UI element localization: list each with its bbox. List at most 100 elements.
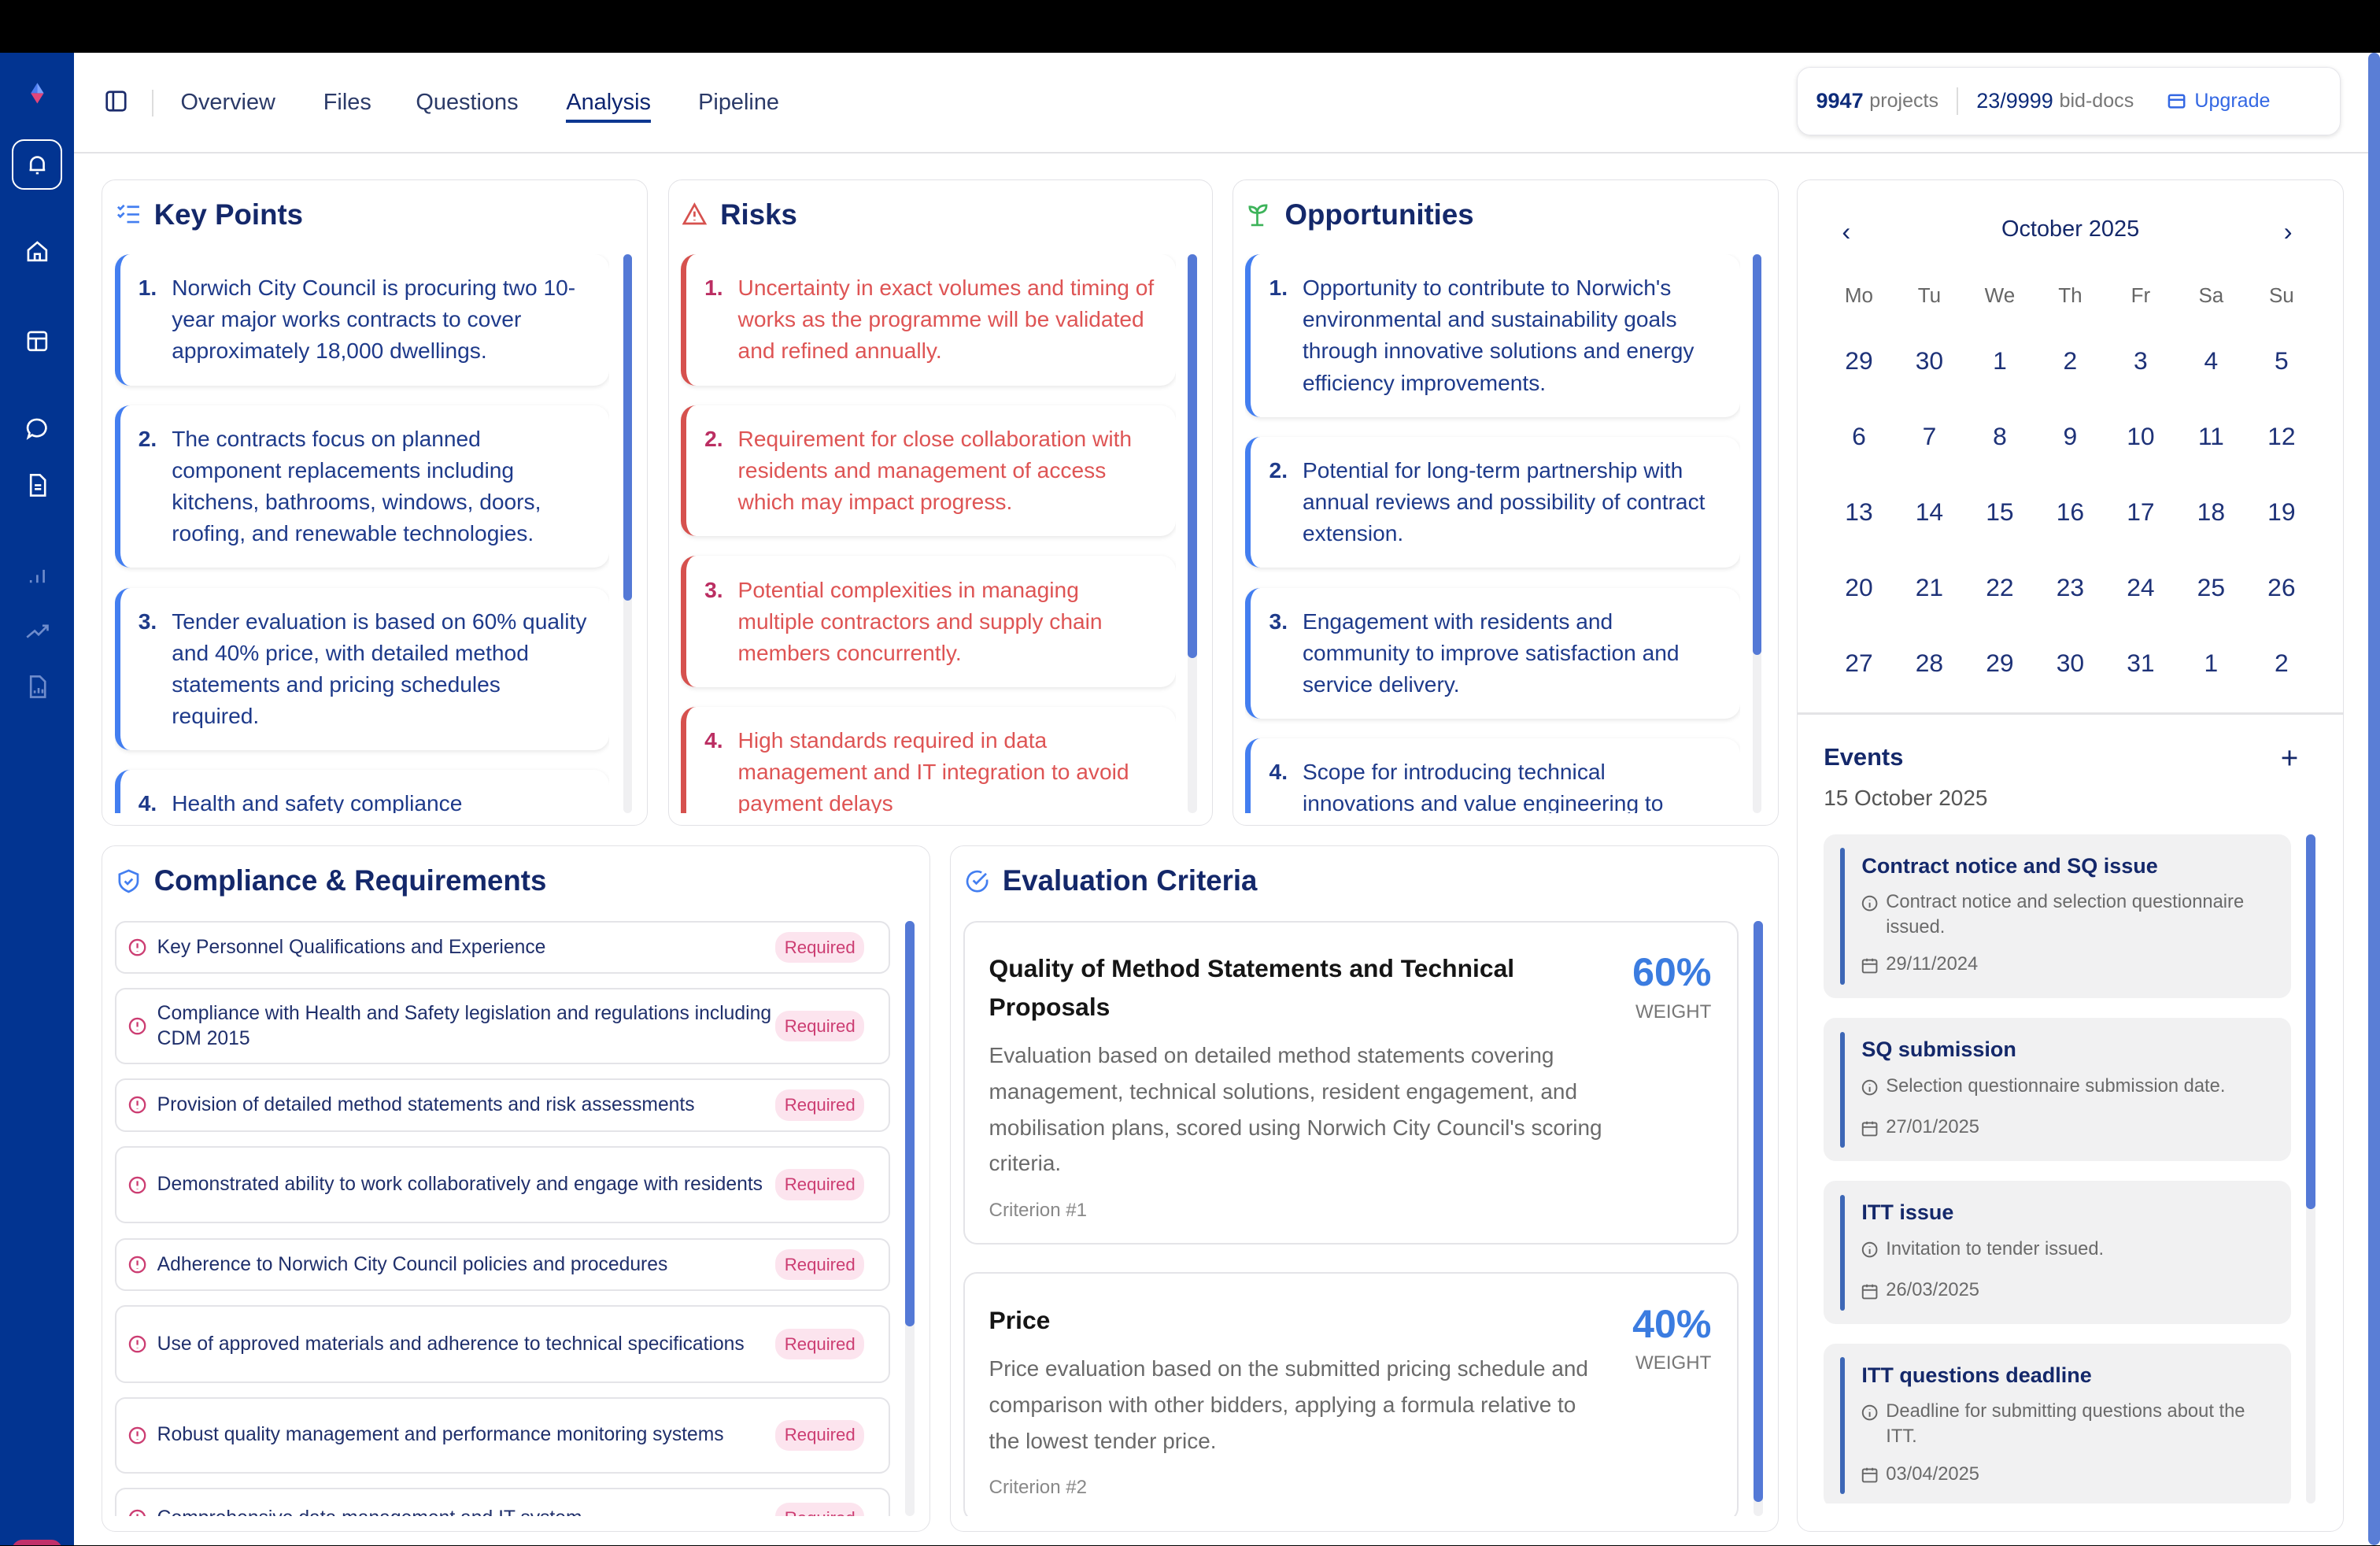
scroll-thumb[interactable]	[1754, 920, 1764, 1503]
calendar-day[interactable]: 23	[2056, 573, 2085, 602]
calendar-day[interactable]: 16	[2056, 497, 2085, 527]
risks-list[interactable]: 1. Uncertainty in exact volumes and timin…	[680, 254, 1176, 813]
tab-overview[interactable]: Overview	[180, 89, 275, 115]
calendar-day[interactable]: 29	[1845, 346, 1873, 375]
requirements-list[interactable]: Key Personnel Qualifications and Experie…	[114, 920, 891, 1516]
required-badge: Required	[775, 1328, 865, 1360]
calendar-day[interactable]: 10	[2127, 422, 2155, 451]
calendar-day[interactable]: 28	[1915, 649, 1944, 678]
calendar-day[interactable]: 13	[1845, 497, 1873, 527]
add-event-button[interactable]: +	[2280, 742, 2299, 776]
requirement-item: Compliance with Health and Safety legisl…	[114, 988, 891, 1064]
item-number: 2.	[1269, 457, 1288, 483]
calendar-day[interactable]: 18	[2197, 497, 2226, 527]
user-avatar[interactable]: O	[12, 1539, 63, 1546]
scroll-thumb[interactable]	[1188, 254, 1197, 659]
sidebar-toggle-icon[interactable]	[105, 90, 128, 119]
calendar-card: ‹ October 2025 › Mo Tu We Th Fr Sa Su 29 30 1 2 3 4 5…	[1797, 179, 2344, 1532]
compliance-scrollbar[interactable]	[905, 920, 915, 1516]
next-month-icon[interactable]: ›	[2283, 216, 2293, 246]
requirement-text: Use of approved materials and adherence …	[157, 1333, 745, 1355]
tab-files[interactable]: Files	[323, 89, 371, 115]
tab-pipeline[interactable]: Pipeline	[698, 89, 779, 115]
scroll-thumb[interactable]	[905, 920, 915, 1326]
stats-divider	[1957, 87, 1959, 115]
opportunity-item: 2. Potential for long-term partnership wi…	[1245, 436, 1740, 568]
info-icon	[1861, 1237, 1878, 1267]
weekday-label: We	[1984, 283, 2016, 307]
calendar-day[interactable]: 4	[2204, 346, 2219, 375]
calendar-day[interactable]: 29	[1986, 649, 2014, 678]
calendar-day[interactable]: 7	[1922, 422, 1937, 451]
sprout-icon	[1248, 204, 1268, 227]
calendar-day[interactable]: 1	[2204, 649, 2219, 678]
evaluation-scrollbar[interactable]	[1754, 920, 1764, 1516]
criteria-list[interactable]: Quality of Method Statements and Technic…	[963, 920, 1739, 1516]
layout-icon[interactable]	[18, 322, 56, 360]
opportunities-list[interactable]: 1. Opportunity to contribute to Norwich's…	[1245, 254, 1740, 813]
page-scrollbar[interactable]	[2367, 53, 2380, 1546]
logo-icon[interactable]	[18, 74, 56, 112]
event-item[interactable]: Contract notice and SQ issue Contract not…	[1824, 834, 2292, 999]
criterion-title: Price	[989, 1305, 1051, 1334]
calendar-day[interactable]: 24	[2127, 573, 2155, 602]
tab-questions[interactable]: Questions	[416, 89, 519, 115]
calendar-day[interactable]: 5	[2275, 346, 2289, 375]
alert-icon	[128, 1509, 146, 1516]
calendar-day[interactable]: 27	[1845, 649, 1873, 678]
calendar-day[interactable]: 30	[2056, 649, 2085, 678]
document-icon[interactable]	[18, 466, 56, 504]
item-text: Potential complexities in managing multi…	[737, 577, 1103, 665]
report-icon[interactable]	[18, 668, 56, 706]
criterion-description: Evaluation based on detailed method stat…	[989, 1043, 1602, 1176]
tab-analysis[interactable]: Analysis	[566, 89, 651, 124]
risks-scrollbar[interactable]	[1188, 254, 1197, 813]
key-points-list[interactable]: 1. Norwich City Council is procuring two …	[114, 254, 610, 813]
compliance-title: Compliance & Requirements	[153, 864, 547, 897]
home-icon[interactable]	[18, 232, 56, 270]
header: Overview Files Questions Analysis Pipeli…	[74, 53, 2368, 153]
upgrade-button[interactable]: Upgrade	[2168, 90, 2271, 113]
calendar-day[interactable]: 9	[2063, 422, 2078, 451]
calendar-day[interactable]: 30	[1915, 346, 1944, 375]
item-number: 2.	[138, 426, 157, 451]
calendar-day[interactable]: 22	[1986, 573, 2014, 602]
calendar-day[interactable]: 26	[2267, 573, 2296, 602]
bell-icon[interactable]	[12, 139, 63, 190]
calendar-day[interactable]: 20	[1845, 573, 1873, 602]
scroll-thumb[interactable]	[1752, 254, 1762, 656]
opportunities-scrollbar[interactable]	[1752, 254, 1762, 813]
item-number: 3.	[704, 577, 723, 602]
prev-month-icon[interactable]: ‹	[1842, 216, 1851, 246]
calendar-day[interactable]: 17	[2127, 497, 2155, 527]
calendar-day[interactable]: 2	[2063, 346, 2078, 375]
item-number: 1.	[1269, 276, 1288, 301]
bar-chart-icon[interactable]	[18, 556, 56, 594]
item-number: 3.	[1269, 608, 1288, 634]
events-list[interactable]: Contract notice and SQ issue Contract not…	[1824, 834, 2292, 1504]
calendar-day[interactable]: 19	[2267, 497, 2296, 527]
calendar-day[interactable]: 14	[1915, 497, 1944, 527]
scroll-thumb[interactable]	[623, 254, 633, 601]
trend-icon[interactable]	[18, 612, 56, 649]
events-scrollbar[interactable]	[2306, 834, 2316, 1504]
required-badge: Required	[775, 1010, 865, 1042]
event-item[interactable]: ITT issue Invitation to tender issued. 26/…	[1824, 1181, 2292, 1324]
scroll-thumb[interactable]	[2306, 834, 2316, 1210]
calendar-day[interactable]: 1	[1993, 346, 2007, 375]
event-item[interactable]: ITT questions deadline Deadline for submi…	[1824, 1344, 2292, 1504]
chat-icon[interactable]	[18, 410, 56, 448]
calendar-day[interactable]: 3	[2134, 346, 2148, 375]
calendar-day[interactable]: 2	[2275, 649, 2289, 678]
calendar-day[interactable]: 15	[1986, 497, 2014, 527]
calendar-day[interactable]: 25	[2197, 573, 2226, 602]
calendar-day[interactable]: 21	[1915, 573, 1944, 602]
calendar-day[interactable]: 12	[2267, 422, 2296, 451]
event-item[interactable]: SQ submission Selection questionnaire sub…	[1824, 1018, 2292, 1162]
calendar-day[interactable]: 6	[1852, 422, 1866, 451]
calendar-day[interactable]: 11	[2197, 422, 2224, 451]
calendar-day[interactable]: 31	[2127, 649, 2155, 678]
risks-title: Risks	[720, 198, 797, 231]
key-points-scrollbar[interactable]	[623, 254, 633, 813]
calendar-day[interactable]: 8	[1993, 422, 2007, 451]
